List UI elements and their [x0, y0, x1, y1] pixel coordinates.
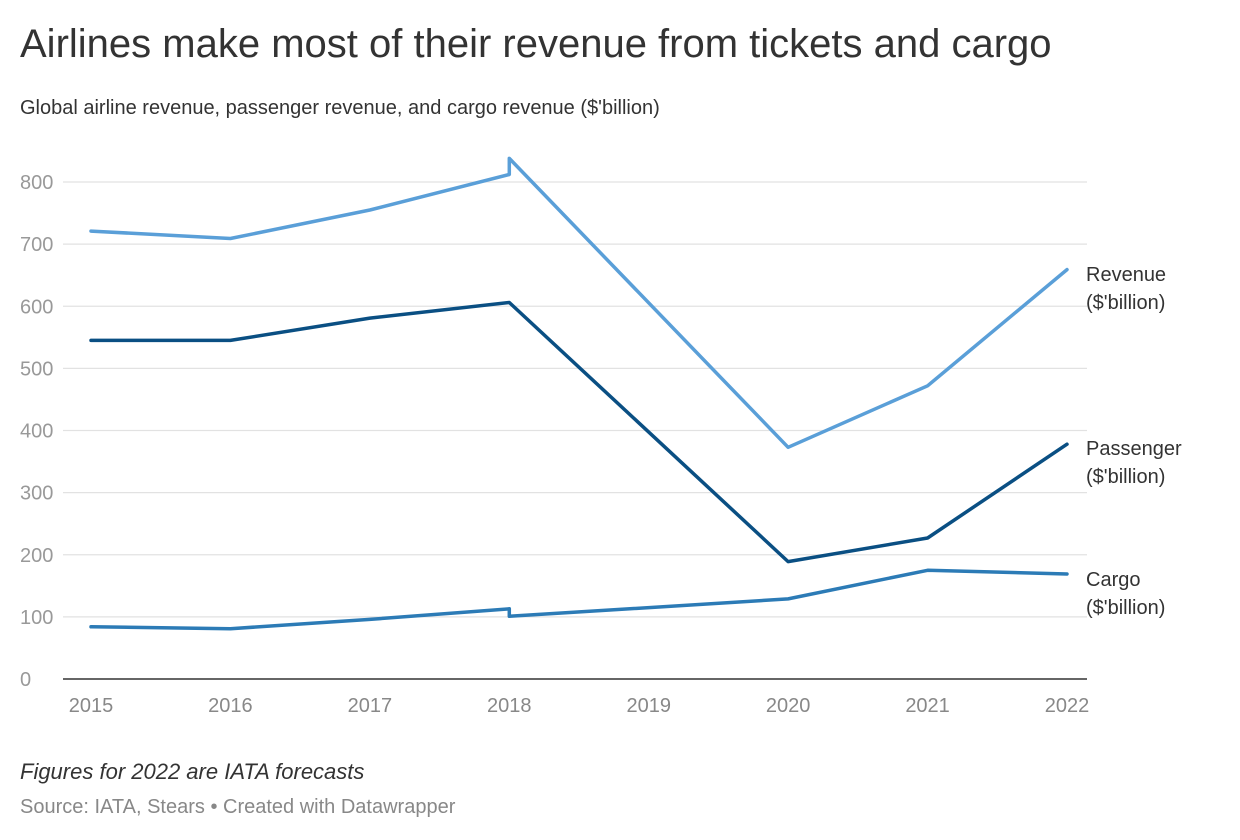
x-tick-label-2020: 2020	[766, 695, 811, 717]
y-axis-ticks: 0 100 200 300 400 500 600 700 800	[20, 172, 53, 691]
source-link[interactable]: IATA, Stears	[94, 796, 205, 818]
x-tick-label-2018: 2018	[487, 695, 532, 717]
y-tick-label-0: 0	[20, 669, 31, 691]
x-axis-ticks: 2015 2016 2017 2018 2019 2020 2021 2022	[69, 695, 1090, 717]
y-tick-label-600: 600	[20, 296, 53, 318]
series-lines	[89, 156, 1069, 631]
chart-title: Airlines make most of their revenue from…	[20, 22, 1052, 66]
y-tick-label-100: 100	[20, 607, 53, 629]
series-line-0	[89, 156, 1069, 450]
series-line-1	[89, 300, 1069, 564]
y-tick-label-200: 200	[20, 545, 53, 567]
y-tick-label-400: 400	[20, 421, 53, 443]
series-label-0-line-0: Revenue	[1086, 264, 1166, 286]
x-tick-label-2019: 2019	[626, 695, 671, 717]
y-tick-label-700: 700	[20, 234, 53, 256]
series-label-2: Cargo ($'billion)	[1086, 569, 1165, 619]
x-tick-label-2017: 2017	[348, 695, 393, 717]
x-tick-label-2015: 2015	[69, 695, 114, 717]
series-label-0-line-1: ($'billion)	[1086, 292, 1165, 314]
datawrapper-credit-link[interactable]: Created with Datawrapper	[223, 796, 456, 818]
series-label-2-line-1: ($'billion)	[1086, 597, 1165, 619]
series-label-0: Revenue ($'billion)	[1086, 264, 1166, 314]
x-tick-label-2016: 2016	[208, 695, 253, 717]
series-line-2	[89, 568, 1069, 631]
y-tick-label-800: 800	[20, 172, 53, 194]
series-label-1-line-1: ($'billion)	[1086, 466, 1165, 488]
source-separator: •	[204, 796, 224, 818]
x-tick-label-2021: 2021	[905, 695, 950, 717]
chart-notes: Figures for 2022 are IATA forecasts	[20, 759, 365, 784]
y-tick-label-300: 300	[20, 483, 53, 505]
series-label-2-line-0: Cargo	[1086, 569, 1140, 591]
y-tick-label-500: 500	[20, 358, 53, 380]
chart-subtitle: Global airline revenue, passenger revenu…	[20, 97, 660, 119]
series-label-1: Passenger ($'billion)	[1086, 438, 1182, 488]
x-tick-label-2022: 2022	[1045, 695, 1090, 717]
gridlines	[63, 181, 1087, 680]
series-labels: Revenue ($'billion)Passenger ($'billion)Ca…	[1086, 264, 1182, 619]
source-prefix: Source:	[20, 796, 95, 818]
chart-source: Source: IATA, Stears • Created with Data…	[20, 796, 455, 819]
series-label-1-line-0: Passenger	[1086, 438, 1182, 460]
